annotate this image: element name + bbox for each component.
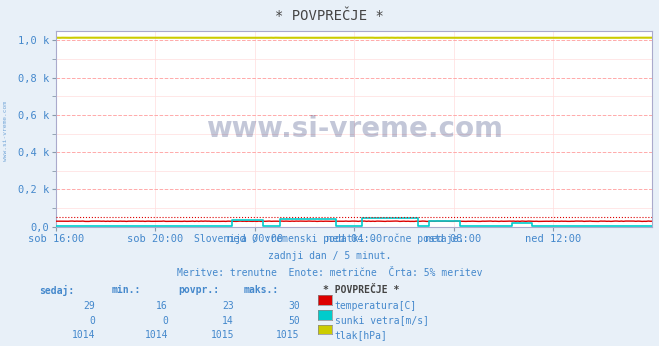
Text: 1015: 1015 <box>276 330 300 340</box>
Text: tlak[hPa]: tlak[hPa] <box>335 330 387 340</box>
Text: * POVPREČJE *: * POVPREČJE * <box>323 285 399 295</box>
Text: 1014: 1014 <box>144 330 168 340</box>
Text: maks.:: maks.: <box>244 285 279 295</box>
Text: * POVPREČJE *: * POVPREČJE * <box>275 9 384 22</box>
Text: sunki vetra[m/s]: sunki vetra[m/s] <box>335 316 429 326</box>
Text: 0: 0 <box>162 316 168 326</box>
Text: povpr.:: povpr.: <box>178 285 219 295</box>
Text: 0: 0 <box>90 316 96 326</box>
Text: 50: 50 <box>288 316 300 326</box>
Text: 1014: 1014 <box>72 330 96 340</box>
Text: Meritve: trenutne  Enote: metrične  Črta: 5% meritev: Meritve: trenutne Enote: metrične Črta: … <box>177 268 482 278</box>
Text: sedaj:: sedaj: <box>40 285 74 297</box>
Text: min.:: min.: <box>112 285 142 295</box>
Text: temperatura[C]: temperatura[C] <box>335 301 417 311</box>
Text: 16: 16 <box>156 301 168 311</box>
Text: Slovenija / vremenski podatki - ročne postaje.: Slovenija / vremenski podatki - ročne po… <box>194 234 465 244</box>
Text: 23: 23 <box>222 301 234 311</box>
Text: 1015: 1015 <box>210 330 234 340</box>
Text: www.si-vreme.com: www.si-vreme.com <box>206 115 503 143</box>
Text: zadnji dan / 5 minut.: zadnji dan / 5 minut. <box>268 251 391 261</box>
Text: 30: 30 <box>288 301 300 311</box>
Text: 14: 14 <box>222 316 234 326</box>
Text: 29: 29 <box>84 301 96 311</box>
Text: www.si-vreme.com: www.si-vreme.com <box>3 101 8 162</box>
